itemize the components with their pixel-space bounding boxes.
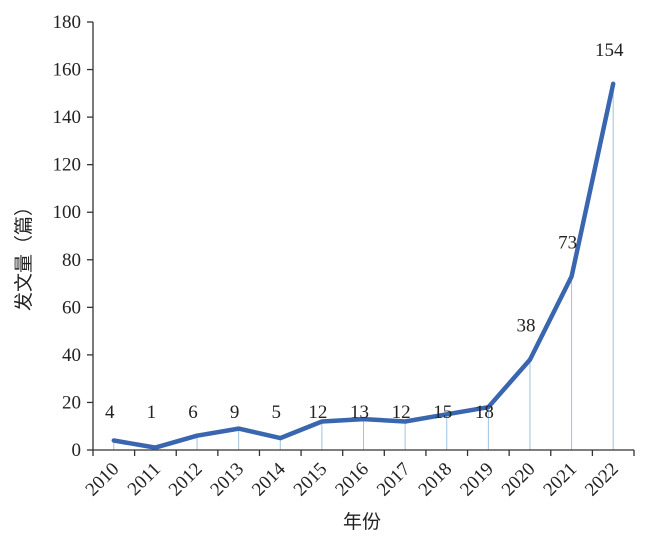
y-tick-label: 20 bbox=[62, 392, 81, 413]
x-tick-label: 2013 bbox=[206, 459, 248, 501]
data-label: 12 bbox=[392, 402, 411, 423]
x-tick-label: 2021 bbox=[539, 459, 581, 501]
data-label: 154 bbox=[595, 40, 624, 61]
y-tick-label: 60 bbox=[62, 297, 81, 318]
x-axis-ticks: 2010 2011 2012 2013 2014 2015 2016 2017 2018 2019… bbox=[82, 450, 635, 501]
data-label: 12 bbox=[308, 402, 327, 423]
drop-lines bbox=[113, 83, 614, 450]
data-label: 4 bbox=[105, 402, 115, 423]
data-label: 13 bbox=[350, 402, 369, 423]
x-tick-label: 2022 bbox=[581, 459, 623, 501]
x-tick-label: 2020 bbox=[498, 459, 540, 501]
y-axis-title: 发文量（篇） bbox=[13, 197, 35, 311]
y-axis-ticks: 0 20 40 60 80 100 120 140 160 180 bbox=[53, 12, 93, 461]
x-axis-title: 年份 bbox=[343, 511, 381, 533]
y-tick-label: 100 bbox=[53, 202, 82, 223]
y-tick-label: 180 bbox=[53, 12, 82, 33]
x-tick-label: 2012 bbox=[165, 459, 207, 501]
data-label: 5 bbox=[272, 402, 282, 423]
data-label: 9 bbox=[230, 402, 240, 423]
data-label: 18 bbox=[475, 402, 494, 423]
data-label: 38 bbox=[516, 316, 535, 337]
data-label: 73 bbox=[558, 232, 577, 253]
series-line bbox=[111, 81, 616, 450]
y-tick-label: 40 bbox=[62, 345, 81, 366]
data-label: 1 bbox=[147, 402, 157, 423]
data-label: 15 bbox=[433, 402, 452, 423]
x-tick-label: 2018 bbox=[415, 459, 457, 501]
y-tick-label: 160 bbox=[53, 60, 82, 81]
data-label: 6 bbox=[188, 402, 198, 423]
y-tick-label: 0 bbox=[72, 440, 82, 461]
y-tick-label: 140 bbox=[53, 107, 82, 128]
data-labels: 4 1 6 9 5 12 13 12 15 18 38 73 154 bbox=[105, 40, 624, 423]
x-tick-label: 2017 bbox=[373, 459, 415, 501]
y-tick-label: 80 bbox=[62, 250, 81, 271]
x-tick-label: 2011 bbox=[124, 459, 165, 500]
x-tick-label: 2016 bbox=[331, 459, 373, 501]
y-tick-label: 120 bbox=[53, 155, 82, 176]
x-tick-label: 2019 bbox=[456, 459, 498, 501]
x-tick-label: 2015 bbox=[290, 459, 332, 501]
x-tick-label: 2010 bbox=[82, 459, 124, 501]
x-tick-label: 2014 bbox=[248, 458, 290, 500]
